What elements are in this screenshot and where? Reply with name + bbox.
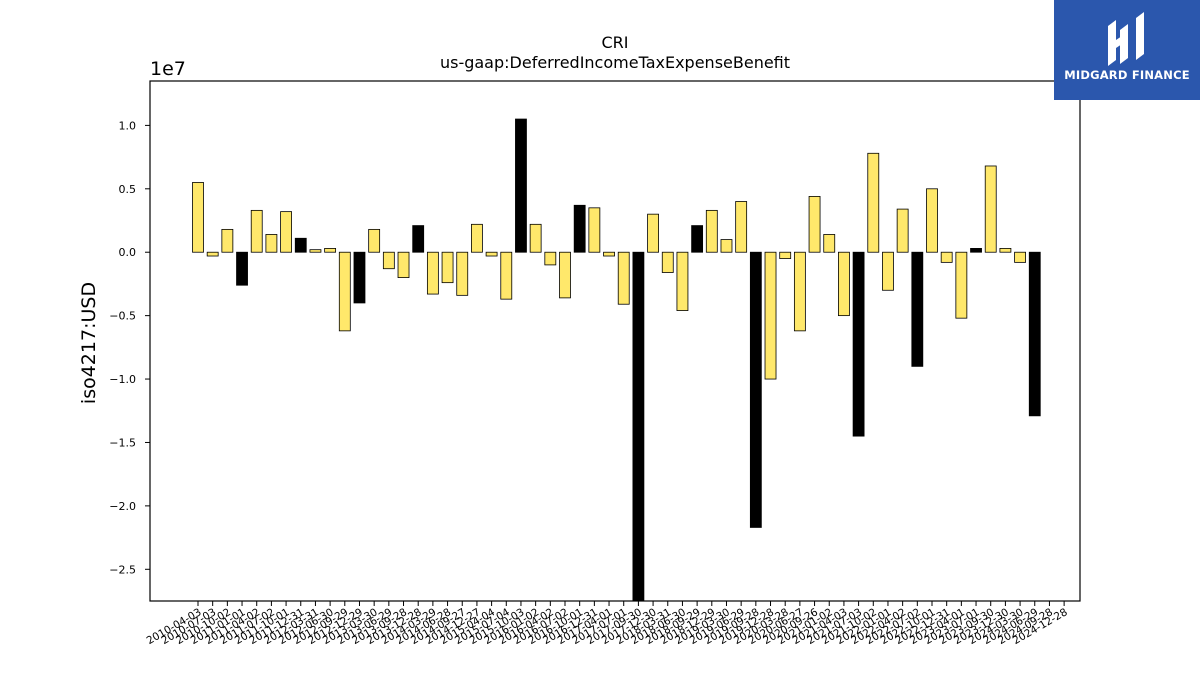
bar-2020-09-26 xyxy=(808,196,821,253)
y-tick-label: −1.0 xyxy=(109,373,136,386)
bar-2010-10-02 xyxy=(221,228,234,253)
bar-2014-03-29 xyxy=(426,251,439,295)
bar-2018-06-30 xyxy=(676,251,689,311)
plot-frame xyxy=(149,80,1081,602)
bar-2017-12-30 xyxy=(647,213,659,253)
bar-2017-09-30 xyxy=(632,251,645,602)
bar-2016-01-02 xyxy=(529,223,542,253)
bar-2014-12-27 xyxy=(471,223,483,253)
brand-logo: MIDGARD FINANCE xyxy=(1054,0,1200,100)
bar-2023-04-01 xyxy=(955,251,968,319)
bar-2012-12-29 xyxy=(353,251,366,304)
bar-2020-03-28 xyxy=(779,251,792,259)
bar-2013-03-30 xyxy=(368,228,381,253)
y-offset-label: 1e7 xyxy=(150,58,186,80)
bar-2023-12-30 xyxy=(999,248,1012,253)
y-tick-label: −2.0 xyxy=(109,500,136,513)
bar-2024-03-30 xyxy=(1014,251,1026,263)
bar-2019-06-29 xyxy=(735,201,748,253)
bar-2013-06-29 xyxy=(382,251,395,270)
brand-name: MIDGARD FINANCE xyxy=(1064,68,1190,82)
bar-2023-07-01 xyxy=(970,248,982,253)
bar-2015-10-03 xyxy=(515,118,527,253)
bar-2013-12-28 xyxy=(412,225,425,253)
bar-2021-07-03 xyxy=(852,251,865,437)
y-tick-label: −0.5 xyxy=(109,310,136,323)
chart-subtitle: us-gaap:DeferredIncomeTaxExpenseBenefit xyxy=(440,53,790,72)
bar-2010-04-03 xyxy=(192,182,204,253)
bar-2015-07-04 xyxy=(500,251,513,300)
bar-2016-12-31 xyxy=(588,207,601,253)
bar-2022-10-01 xyxy=(926,188,938,253)
bar-2016-07-02 xyxy=(559,251,571,299)
bar-2021-04-03 xyxy=(838,251,850,317)
midgard-logo-icon xyxy=(1108,12,1144,66)
bar-2015-04-04 xyxy=(485,251,498,257)
y-ticks-group: 1.0 0.5 0.0 −0.5 −1.0 −1.5 −2.0 −2.5 xyxy=(109,119,150,576)
bar-2018-03-31 xyxy=(661,251,674,273)
bar-2017-04-01 xyxy=(603,251,615,257)
bar-2019-09-28 xyxy=(749,251,762,528)
bar-2021-10-02 xyxy=(867,152,880,253)
bars-group xyxy=(192,118,1041,602)
y-axis-label: iso4217:USD xyxy=(78,282,100,404)
bar-2016-04-02 xyxy=(544,251,557,266)
bar-2023-09-30 xyxy=(984,165,997,253)
bar-2011-04-02 xyxy=(250,209,263,253)
x-ticks-group: 2010-04-032010-07-032010-10-022011-01-01… xyxy=(145,601,1070,647)
bar-2022-12-31 xyxy=(940,251,953,263)
bar-2018-09-29 xyxy=(691,225,704,253)
bar-2012-09-29 xyxy=(338,251,351,332)
bar-2016-10-01 xyxy=(573,204,586,253)
bar-2019-12-28 xyxy=(764,251,777,380)
bar-2019-03-30 xyxy=(720,239,733,253)
bar-2011-07-02 xyxy=(265,234,278,253)
y-tick-label: −1.5 xyxy=(109,436,136,449)
bar-2010-07-03 xyxy=(206,251,219,257)
bar-2020-06-27 xyxy=(793,251,806,332)
y-tick-label: 0.0 xyxy=(119,246,137,259)
bar-2022-01-01 xyxy=(882,251,894,291)
bar-2011-12-31 xyxy=(294,237,307,253)
bar-2018-12-29 xyxy=(705,209,718,253)
bar-2021-01-02 xyxy=(823,234,836,253)
bar-2022-04-02 xyxy=(896,208,909,253)
bar-2024-06-29 xyxy=(1028,251,1041,417)
bar-2012-06-30 xyxy=(324,248,337,253)
y-tick-label: 0.5 xyxy=(119,183,137,196)
bar-2022-07-02 xyxy=(911,251,924,367)
y-tick-label: −2.5 xyxy=(109,563,136,576)
bar-2011-01-01 xyxy=(236,251,248,286)
y-tick-label: 1.0 xyxy=(119,119,137,132)
bar-2013-09-28 xyxy=(397,251,410,278)
bar-2012-03-31 xyxy=(309,249,322,253)
bar-2017-07-01 xyxy=(617,251,630,305)
chart-title: CRI xyxy=(601,33,628,52)
bar-2014-06-28 xyxy=(441,251,454,284)
bar-2011-10-01 xyxy=(280,211,292,253)
bar-2014-09-27 xyxy=(456,251,469,296)
